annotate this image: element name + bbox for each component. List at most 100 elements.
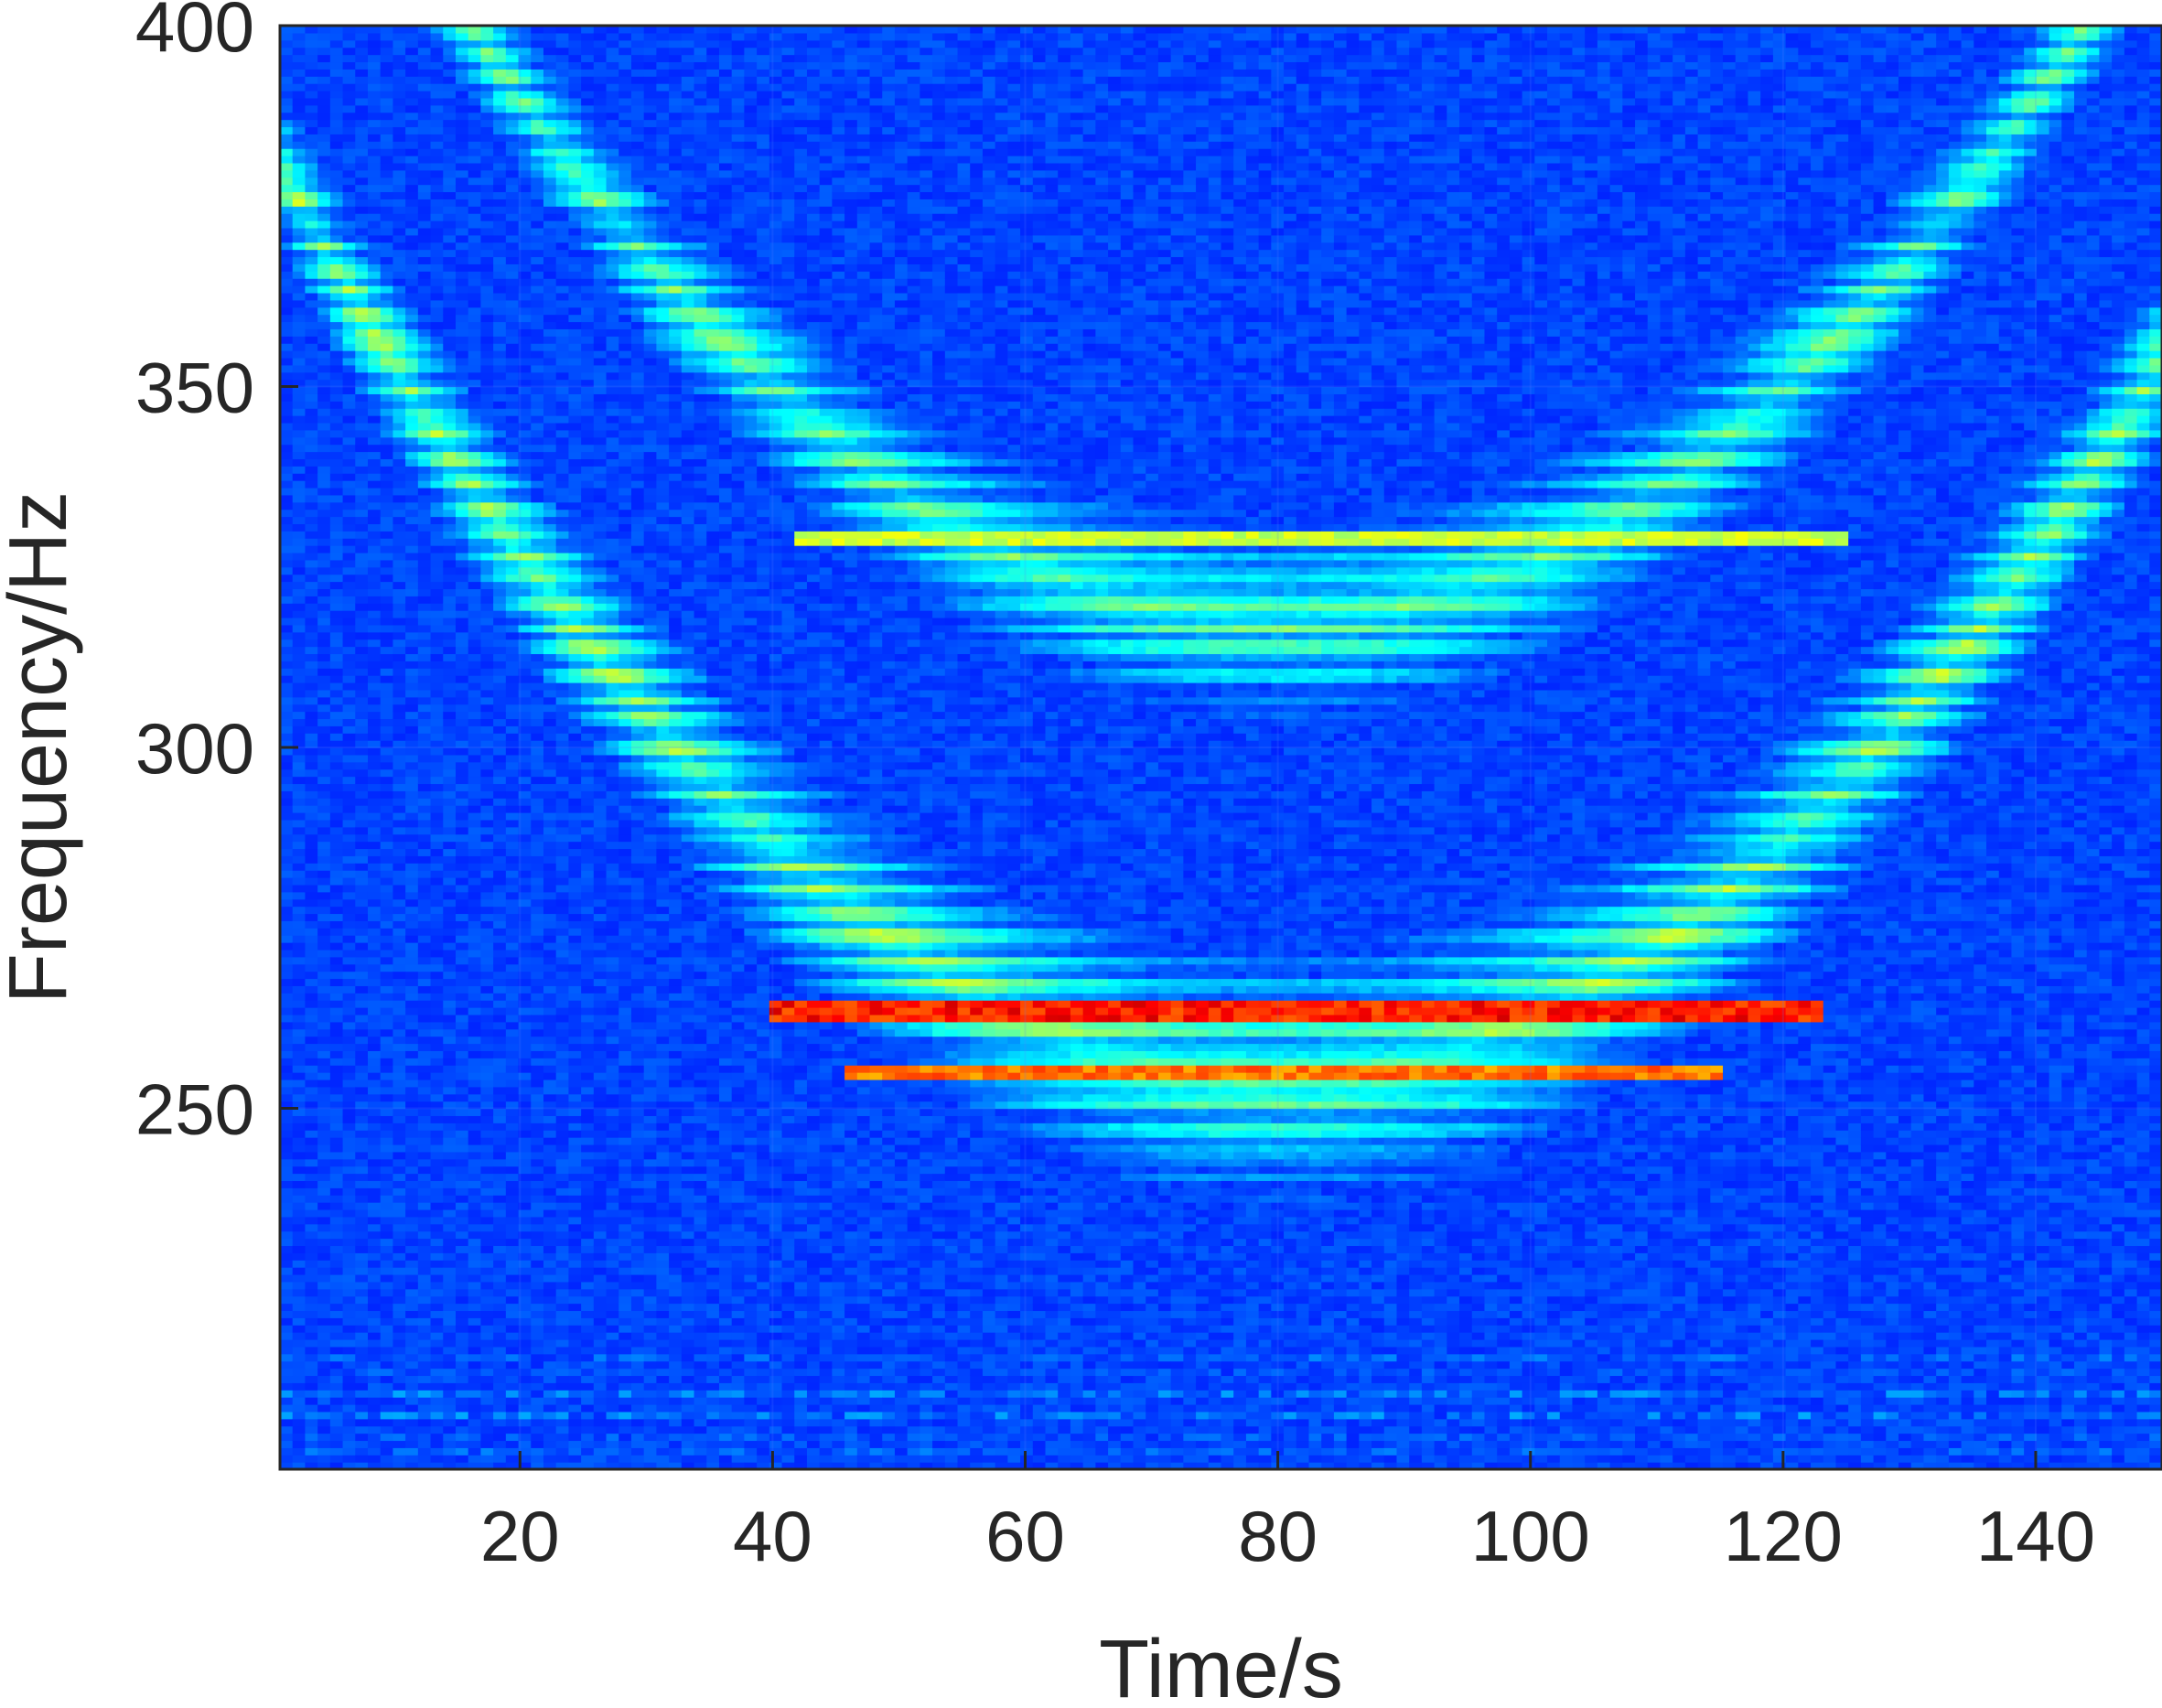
heatmap-cell (555, 1036, 569, 1045)
heatmap-cell (329, 199, 344, 207)
heatmap-cell (455, 1238, 469, 1247)
heatmap-cell (367, 581, 382, 590)
heatmap-cell (417, 978, 432, 986)
heatmap-cell (280, 1021, 294, 1030)
heatmap-cell (317, 747, 331, 756)
heatmap-cell (493, 870, 507, 878)
heatmap-cell (367, 91, 382, 99)
heatmap-cell (355, 314, 369, 323)
heatmap-cell (568, 516, 582, 525)
heatmap-cell (480, 451, 494, 459)
heatmap-cell (305, 1390, 318, 1398)
heatmap-cell (329, 126, 344, 134)
heatmap-cell (280, 350, 294, 359)
heatmap-cell (531, 509, 544, 518)
heatmap-cell (305, 156, 318, 164)
heatmap-cell (430, 76, 444, 84)
heatmap-cell (505, 624, 520, 633)
heatmap-cell (380, 141, 394, 149)
heatmap-cell (329, 906, 344, 915)
heatmap-cell (342, 1332, 356, 1340)
heatmap-cell (468, 61, 482, 70)
heatmap-cell (505, 768, 520, 778)
heatmap-cell (329, 112, 344, 121)
heatmap-cell (329, 711, 344, 720)
heatmap-cell (430, 1079, 444, 1088)
heatmap-cell (455, 935, 469, 943)
heatmap-cell (430, 336, 444, 344)
heatmap-cell (305, 1382, 318, 1391)
heatmap-cell (317, 1223, 331, 1232)
heatmap-cell (342, 501, 356, 510)
heatmap-cell (505, 1238, 520, 1247)
heatmap-cell (505, 169, 520, 178)
heatmap-cell (342, 1440, 356, 1448)
heatmap-cell (342, 574, 356, 583)
heatmap-cell (292, 1332, 307, 1340)
heatmap-cell (292, 26, 307, 34)
heatmap-cell (543, 1021, 557, 1030)
heatmap-cell (493, 422, 507, 431)
heatmap-cell (543, 1353, 557, 1362)
heatmap-cell (443, 1403, 457, 1413)
heatmap-cell (329, 855, 344, 864)
heatmap-cell (543, 559, 557, 568)
heatmap-cell (518, 97, 532, 106)
heatmap-cell (505, 39, 520, 48)
heatmap-cell (405, 1058, 419, 1066)
heatmap-cell (455, 156, 469, 164)
heatmap-cell (280, 480, 294, 489)
heatmap-cell (531, 357, 544, 366)
heatmap-cell (430, 1151, 444, 1160)
heatmap-cell (568, 978, 582, 986)
heatmap-cell (505, 942, 520, 951)
heatmap-cell (380, 487, 394, 496)
heatmap-cell (380, 227, 394, 236)
heatmap-cell (305, 206, 318, 214)
heatmap-cell (393, 314, 406, 323)
heatmap-cell (292, 588, 307, 596)
heatmap-cell (367, 1166, 382, 1175)
heatmap-cell (468, 1303, 482, 1312)
heatmap-cell (292, 415, 307, 424)
heatmap-cell (531, 1130, 544, 1138)
heatmap-cell (555, 783, 569, 791)
heatmap-cell (305, 1086, 318, 1095)
heatmap-cell (443, 61, 457, 70)
heatmap-cell (380, 733, 394, 741)
heatmap-cell (531, 754, 544, 763)
heatmap-cell (329, 429, 344, 438)
heatmap-cell (531, 234, 544, 243)
heatmap-cell (305, 285, 318, 294)
heatmap-cell (405, 47, 419, 56)
heatmap-cell (342, 1007, 356, 1015)
heatmap-cell (417, 1173, 432, 1181)
heatmap-cell (568, 83, 582, 91)
heatmap-cell (393, 1187, 406, 1196)
heatmap-cell (367, 877, 382, 886)
heatmap-cell (355, 805, 369, 813)
heatmap-cell (543, 1086, 557, 1095)
heatmap-cell (367, 364, 382, 373)
heatmap-cell (280, 1346, 294, 1355)
heatmap-cell (493, 134, 507, 142)
heatmap-cell (292, 191, 307, 199)
heatmap-cell (380, 1123, 394, 1131)
heatmap-cell (568, 1173, 582, 1181)
heatmap-cell (531, 1267, 544, 1275)
heatmap-cell (305, 552, 318, 561)
heatmap-cell (405, 148, 419, 156)
heatmap-cell (555, 1382, 569, 1391)
heatmap-cell (280, 596, 294, 604)
heatmap-cell (380, 1216, 394, 1225)
heatmap-cell (367, 1173, 382, 1181)
heatmap-cell (417, 1447, 432, 1456)
heatmap-cell (342, 891, 356, 900)
heatmap-cell (493, 1158, 507, 1167)
heatmap-cell (505, 1223, 520, 1232)
heatmap-cell (380, 675, 394, 683)
heatmap-cell (531, 39, 544, 48)
heatmap-cell (367, 963, 382, 972)
heatmap-cell (468, 69, 482, 77)
heatmap-cell (329, 1058, 344, 1066)
